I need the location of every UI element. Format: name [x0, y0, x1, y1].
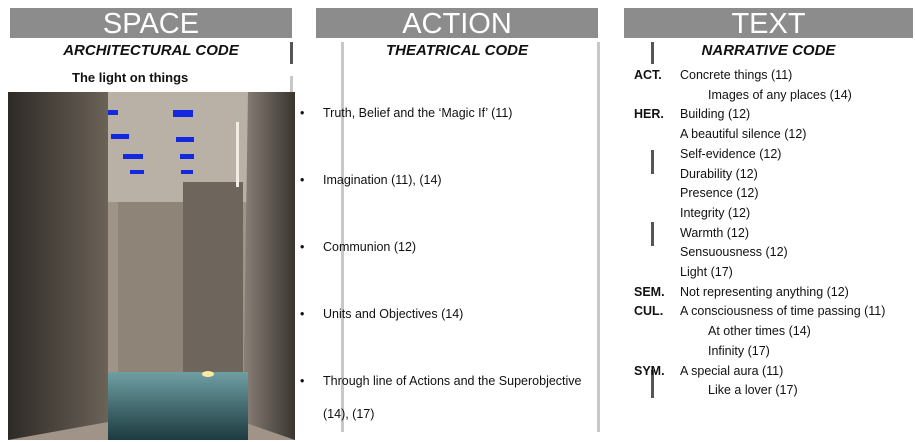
bullet: • — [300, 307, 305, 321]
code-label: SEM. — [634, 284, 665, 299]
item-text: Imagination (11), (14) — [323, 173, 442, 187]
code-row: Presence (12) — [634, 184, 900, 204]
item-text: Truth, Belief and the ‘Magic If’ (11) — [323, 106, 513, 120]
code-item: Durability (12) — [680, 166, 758, 181]
code-item: A special aura (11) — [680, 363, 784, 378]
code-row: Integrity (12) — [634, 204, 900, 224]
code-row: At other times (14) — [634, 322, 900, 342]
code-item: Images of any places (14) — [708, 87, 852, 102]
code-row: Infinity (17) — [634, 342, 900, 362]
code-label: SYM. — [634, 363, 665, 378]
code-row: CUL. A consciousness of time passing (11) — [634, 302, 900, 322]
code-row: Self-evidence (12) — [634, 145, 900, 165]
code-row: Warmth (12) — [634, 224, 900, 244]
code-row: A beautiful silence (12) — [634, 125, 900, 145]
list-item: • Communion (12) — [300, 231, 592, 264]
code-row: SYM. A special aura (11) — [634, 362, 900, 382]
caption: The light on things — [72, 70, 189, 85]
bullet: • — [300, 240, 305, 254]
list-item: • Through line of Actions and the Superob… — [300, 365, 592, 431]
code-row: SEM. Not representing anything (12) — [634, 283, 900, 303]
code-item: Infinity (17) — [708, 343, 770, 358]
code-item: Concrete things (11) — [680, 68, 793, 82]
list-item: • Imagination (11), (14) — [300, 164, 592, 197]
code-label: CUL. — [634, 304, 664, 319]
divider — [290, 42, 293, 64]
item-text: Communion (12) — [323, 240, 417, 254]
code-item: Light (17) — [680, 265, 733, 280]
column-subheader: ARCHITECTURAL CODE — [63, 42, 239, 59]
list-item: • Truth, Belief and the ‘Magic If’ (11) — [300, 97, 592, 130]
column-header: TEXT — [624, 8, 913, 40]
column-header: ACTION — [316, 8, 598, 40]
divider — [651, 370, 654, 398]
code-row: ACT. Concrete things (11) — [634, 66, 900, 86]
list-item: • Units and Objectives (14) — [300, 298, 592, 331]
code-row: Durability (12) — [634, 165, 900, 185]
code-row: Like a lover (17) — [634, 381, 900, 401]
code-item: At other times (14) — [708, 324, 811, 339]
code-item: Not representing anything (12) — [680, 284, 849, 299]
code-item: A beautiful silence (12) — [680, 127, 807, 142]
divider — [290, 76, 293, 94]
code-row: Light (17) — [634, 263, 900, 283]
narrative-list: ACT. Concrete things (11) Images of any pl… — [634, 66, 900, 401]
bullet: • — [300, 173, 305, 187]
code-item: Building (12) — [680, 107, 751, 122]
divider — [341, 42, 344, 432]
code-item: Integrity (12) — [680, 205, 751, 220]
bullet: • — [300, 106, 305, 120]
code-item: Warmth (12) — [680, 225, 749, 240]
code-row: HER. Building (12) — [634, 105, 900, 125]
item-text: Through line of Actions and the Superobj… — [323, 374, 582, 421]
code-label: ACT. — [634, 68, 662, 82]
code-item: Like a lover (17) — [708, 383, 798, 398]
code-row: Sensuousness (12) — [634, 243, 900, 263]
photo — [8, 92, 295, 440]
code-item: Presence (12) — [680, 186, 759, 201]
code-label: HER. — [634, 107, 664, 122]
divider — [597, 42, 600, 432]
divider — [651, 222, 654, 246]
divider — [651, 150, 654, 174]
column-subheader: NARRATIVE CODE — [701, 42, 836, 59]
column-subheader: THEATRICAL CODE — [386, 42, 528, 59]
bullet: • — [300, 374, 305, 388]
column-header: SPACE — [10, 8, 292, 40]
code-row: Images of any places (14) — [634, 86, 900, 106]
code-item: Self-evidence (12) — [680, 146, 782, 161]
divider — [651, 42, 654, 64]
item-text: Units and Objectives (14) — [323, 307, 464, 321]
code-item: A consciousness of time passing (11) — [680, 304, 886, 319]
code-item: Sensuousness (12) — [680, 245, 788, 260]
